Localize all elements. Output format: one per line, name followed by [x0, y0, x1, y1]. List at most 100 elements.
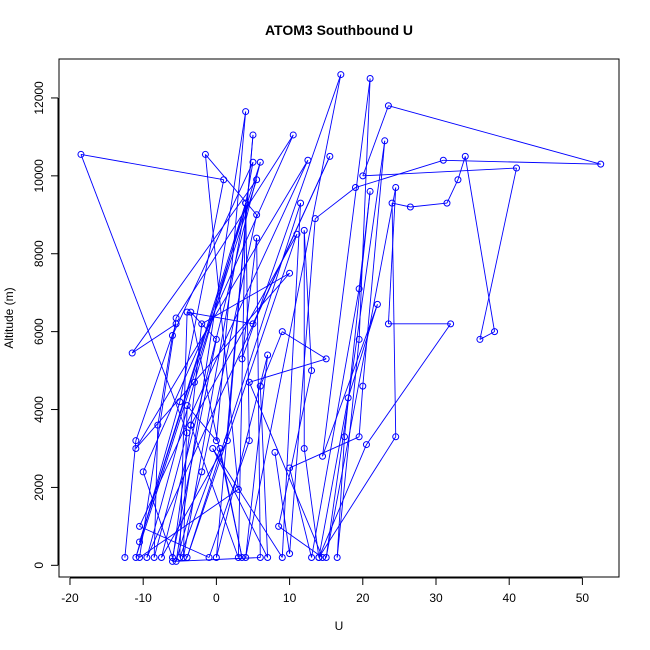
data-point	[275, 522, 283, 530]
data-point	[128, 349, 136, 357]
series-segment	[135, 160, 309, 449]
data-point	[319, 554, 327, 562]
data-point	[351, 184, 359, 192]
data-point	[253, 176, 261, 184]
data-point	[139, 468, 147, 476]
series-segment	[347, 304, 378, 398]
x-tick-label: 50	[576, 591, 590, 605]
data-point	[198, 468, 206, 476]
series-segment	[289, 467, 312, 558]
series-segment	[190, 234, 298, 426]
data-point	[359, 172, 367, 180]
series-segment	[410, 202, 448, 208]
series-segment	[336, 436, 345, 558]
series-segment	[464, 156, 495, 332]
data-point	[286, 550, 294, 558]
y-tick-label: 10000	[32, 159, 46, 193]
data-point	[373, 300, 381, 308]
data-point	[278, 554, 286, 562]
series-segment	[322, 78, 371, 457]
series-segment	[139, 525, 210, 558]
data-point	[319, 452, 327, 460]
series-segment	[193, 202, 247, 383]
series-segment	[142, 134, 294, 473]
data-point	[242, 108, 250, 116]
series-segment	[248, 382, 323, 558]
series-segment	[318, 436, 397, 558]
series-segment	[241, 74, 342, 360]
data-point	[286, 464, 294, 472]
series-segment	[362, 105, 389, 176]
data-point	[322, 554, 330, 562]
y-tick-label: 4000	[32, 396, 46, 423]
series-segment	[388, 105, 601, 165]
data-point	[308, 367, 316, 375]
series-segment	[135, 272, 290, 449]
data-point	[308, 554, 316, 562]
series-segment	[179, 312, 188, 558]
data-point	[366, 74, 374, 82]
y-axis: 0 2000 4000 6000 8000 10000 12000	[32, 81, 59, 569]
data-point	[242, 199, 250, 207]
series-segment	[355, 159, 444, 188]
data-point	[264, 554, 272, 562]
data-point	[439, 156, 447, 164]
data-point	[355, 285, 363, 293]
series-segment	[336, 339, 360, 558]
series-segment	[289, 218, 316, 554]
series-segment	[153, 432, 188, 558]
series-segment	[172, 425, 192, 562]
series-segment	[139, 317, 177, 558]
data-point	[136, 538, 144, 546]
data-point	[212, 335, 220, 343]
series-segment	[303, 448, 320, 558]
series-segment	[204, 154, 239, 490]
data-point	[132, 554, 140, 562]
data-point	[190, 378, 198, 386]
data-point	[311, 215, 319, 223]
plot-frame	[58, 58, 620, 578]
data-point	[121, 554, 129, 562]
data-point	[381, 137, 389, 145]
series-segment	[139, 160, 309, 527]
series-segment	[237, 203, 247, 558]
data-point	[245, 378, 253, 386]
x-tick-label: 30	[429, 591, 443, 605]
series-segment	[387, 187, 397, 324]
data-point	[513, 164, 521, 172]
series-segment	[314, 187, 356, 220]
series-segment	[325, 140, 386, 558]
data-point	[315, 554, 323, 562]
y-tick-label: 2000	[32, 474, 46, 501]
data-point	[201, 150, 209, 158]
data-point	[297, 199, 305, 207]
data-point	[293, 230, 301, 238]
data-point	[384, 320, 392, 328]
data-point	[77, 150, 85, 158]
data-point	[212, 554, 220, 562]
data-point	[209, 444, 217, 452]
data-point	[491, 328, 499, 336]
data-point	[183, 308, 191, 316]
series-segment	[318, 444, 367, 558]
data-point	[132, 437, 140, 445]
series-segment	[358, 78, 371, 340]
data-point	[172, 320, 180, 328]
data-point	[597, 160, 605, 168]
series-segment	[245, 354, 269, 558]
data-point	[256, 158, 264, 166]
series-segment	[303, 230, 312, 371]
data-point	[179, 554, 187, 562]
series-segment	[366, 323, 452, 445]
data-point	[253, 234, 261, 242]
data-point	[212, 437, 220, 445]
series-segment	[201, 214, 258, 472]
series-segment	[245, 74, 342, 558]
series-group	[77, 71, 605, 565]
data-point	[253, 211, 261, 219]
series-segment	[391, 203, 397, 437]
data-point	[154, 421, 162, 429]
data-point	[406, 203, 414, 211]
series-segment	[212, 448, 283, 558]
